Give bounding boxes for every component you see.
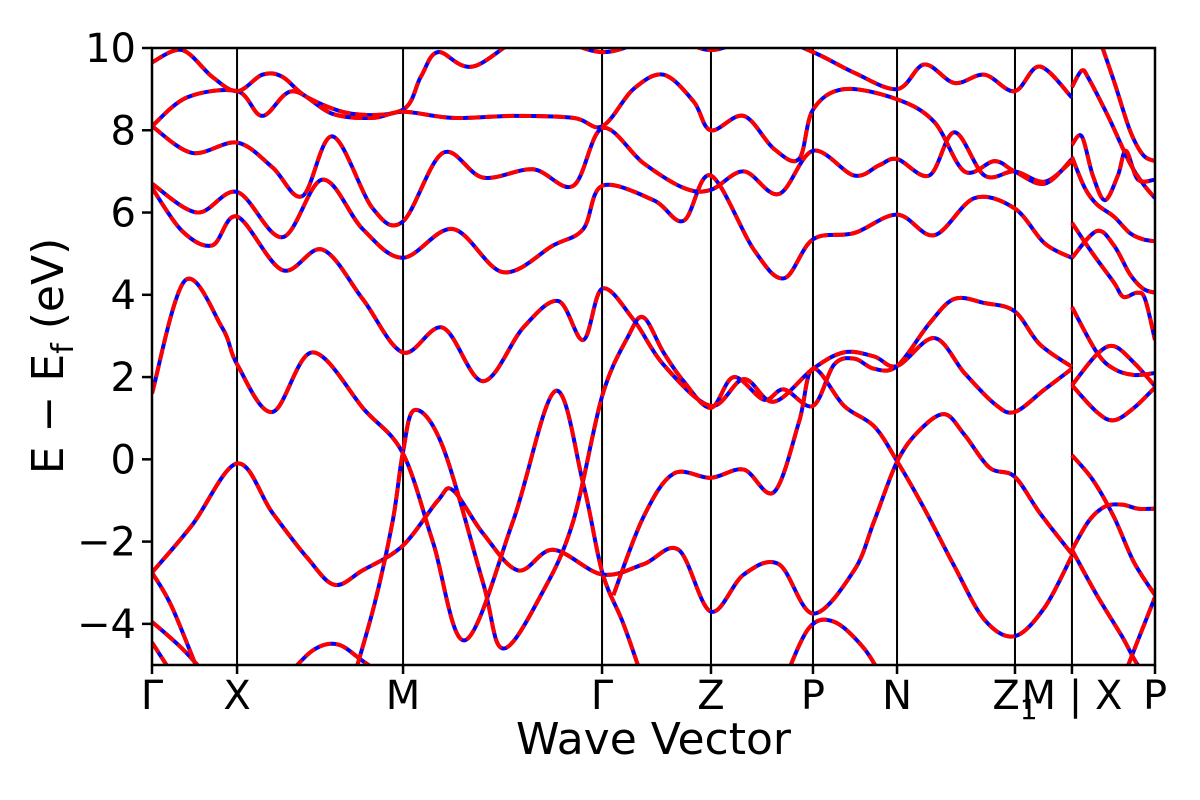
band-curve	[152, 48, 1074, 118]
y-tick-label: −2	[77, 520, 136, 566]
band-curve	[1070, 306, 1155, 378]
band-curve	[152, 620, 201, 665]
band-curve	[1070, 68, 1155, 200]
band-curve	[152, 124, 1074, 228]
band-curve	[1100, 48, 1155, 163]
band-curve	[1070, 306, 1155, 378]
band-curve	[1070, 453, 1155, 597]
band-curve	[152, 641, 169, 665]
band-curve	[1070, 548, 1141, 665]
y-axis-label-prefix: E − E	[23, 353, 75, 475]
band-curve	[152, 186, 1074, 415]
bands-reference-solid	[152, 48, 1155, 665]
x-tick-label: P	[1143, 673, 1167, 719]
y-axis-ticks: 10 8 6 4 2 0 −2 −4	[77, 26, 152, 648]
band-curve	[1070, 156, 1155, 244]
x-tick-label: Γ	[591, 673, 614, 719]
x-axis-ticks: Γ X M Γ Z P N Z1M | X P	[141, 665, 1167, 726]
band-curve	[152, 186, 1074, 415]
x-tick-label: Z	[697, 673, 724, 719]
bands-overlay-dashed	[152, 48, 1155, 665]
x-tick-label: M | X	[1022, 673, 1123, 719]
x-tick-label: M	[386, 673, 421, 719]
plot-frame	[150, 46, 1157, 667]
y-tick-label: 2	[111, 355, 136, 401]
y-tick-label: 8	[111, 108, 136, 154]
band-curve	[152, 173, 1073, 281]
band-curve	[355, 295, 1073, 665]
band-curve	[1070, 133, 1155, 203]
band-curve	[1070, 156, 1155, 244]
y-tick-label: −4	[77, 602, 136, 648]
y-axis-label: E − Ef (eV)	[23, 238, 81, 475]
band-curve	[1070, 221, 1155, 341]
band-curve	[152, 48, 1074, 118]
x-tick-label: P	[801, 673, 825, 719]
x-tick-label: X	[223, 673, 250, 719]
band-curve	[1126, 596, 1155, 665]
band-curve	[1070, 502, 1155, 551]
band-curve	[1070, 343, 1155, 388]
band-curve	[152, 124, 1074, 228]
x-axis-label: Wave Vector	[516, 714, 791, 765]
y-axis-label-suffix: (eV)	[23, 237, 75, 344]
y-tick-label: 10	[85, 26, 136, 72]
x-tick-label: Z1	[992, 673, 1037, 726]
y-tick-label: 6	[111, 191, 136, 237]
band-curve	[152, 571, 198, 665]
band-curve	[1070, 383, 1155, 423]
band-curve	[152, 412, 1074, 616]
y-axis-label-subscript: f	[45, 343, 81, 354]
x-tick-label: Γ	[141, 673, 164, 719]
band-curve	[788, 617, 878, 665]
band-curve	[1070, 228, 1155, 295]
band-curve	[152, 72, 1074, 186]
y-tick-label: 0	[111, 437, 136, 483]
band-curve	[294, 641, 373, 665]
band-curve	[1070, 68, 1155, 200]
band-curve	[152, 412, 1074, 616]
x-tick-label: N	[882, 673, 912, 719]
band-curve	[611, 366, 1074, 639]
band-curve	[152, 276, 640, 665]
band-curve	[1070, 383, 1155, 423]
y-tick-label: 4	[111, 273, 136, 319]
